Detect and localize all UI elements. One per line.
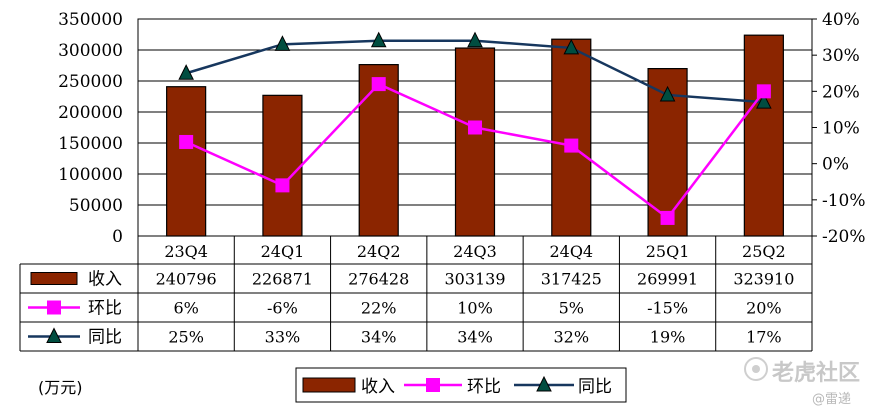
legend-key-qoq-marker bbox=[426, 378, 440, 392]
category-label: 25Q1 bbox=[646, 242, 690, 261]
legend-key-yoy-marker bbox=[536, 375, 552, 392]
y-right-tick-label: -20% bbox=[822, 227, 866, 247]
yoy-point-23Q4 bbox=[178, 64, 194, 80]
unit-label: (万元) bbox=[38, 378, 83, 397]
table-row-header: 环比 bbox=[88, 299, 122, 319]
category-label: 24Q2 bbox=[357, 242, 401, 261]
table-cell: 303139 bbox=[444, 270, 505, 289]
table-cell: 317425 bbox=[541, 270, 602, 289]
table-row-header: 同比 bbox=[88, 328, 122, 348]
table-cell: 240796 bbox=[156, 270, 217, 289]
y-left-tick-label: 0 bbox=[112, 227, 123, 247]
y-left-tick-label: 100000 bbox=[58, 165, 123, 185]
y-left-tick-label: 350000 bbox=[58, 10, 123, 30]
qoq-point-25Q2 bbox=[756, 84, 771, 99]
watermark-logo-dot bbox=[752, 365, 760, 373]
watermark-logo-icon bbox=[744, 357, 768, 381]
legend-key-revenue bbox=[302, 377, 356, 393]
table-cell: 17% bbox=[746, 328, 782, 347]
table-cell: 20% bbox=[746, 299, 782, 318]
qoq-point-24Q1 bbox=[275, 178, 290, 193]
table-key-marker-2 bbox=[46, 327, 62, 343]
category-label: 24Q3 bbox=[453, 242, 497, 261]
legend-label-qoq: 环比 bbox=[467, 377, 501, 397]
qoq-point-24Q2 bbox=[371, 77, 386, 92]
table-cell: 33% bbox=[265, 328, 301, 347]
table-cell: 32% bbox=[554, 328, 590, 347]
bar-24Q1 bbox=[262, 94, 303, 237]
yoy-point-24Q4 bbox=[563, 38, 580, 55]
table-cell: 34% bbox=[457, 328, 493, 347]
y-right-tick-label: -10% bbox=[822, 191, 866, 211]
y-left-tick-label: 300000 bbox=[58, 41, 123, 61]
watermark-sub: @雷递 bbox=[812, 392, 852, 407]
bar-25Q2 bbox=[743, 34, 784, 237]
table-row-header: 收入 bbox=[88, 270, 122, 290]
yoy-point-24Q3 bbox=[467, 31, 483, 48]
qoq-point-25Q1 bbox=[660, 210, 675, 225]
table-key-marker-1 bbox=[47, 300, 61, 315]
legend-label-revenue: 收入 bbox=[361, 377, 395, 397]
category-label: 23Q4 bbox=[164, 242, 208, 261]
table-cell: 276428 bbox=[348, 270, 409, 289]
category-label: 24Q4 bbox=[549, 242, 593, 261]
bar-24Q3 bbox=[454, 47, 496, 237]
category-label: 24Q1 bbox=[261, 242, 305, 261]
y-left-tick-label: 50000 bbox=[69, 196, 123, 216]
y-right-tick-label: 20% bbox=[822, 82, 860, 102]
yoy-point-25Q1 bbox=[659, 85, 676, 102]
yoy-point-24Q2 bbox=[370, 31, 387, 48]
table-cell: 34% bbox=[361, 328, 397, 347]
watermark-text: 老虎社区 bbox=[772, 361, 861, 386]
table-cell: 269991 bbox=[637, 270, 698, 289]
table-cell: 10% bbox=[457, 299, 493, 318]
qoq-point-24Q3 bbox=[468, 120, 482, 135]
y-left-tick-label: 200000 bbox=[58, 103, 123, 123]
y-left-tick-label: 250000 bbox=[58, 72, 123, 92]
legend-label-yoy: 同比 bbox=[578, 377, 612, 397]
table-cell: 22% bbox=[361, 299, 397, 318]
qoq-point-23Q4 bbox=[179, 134, 194, 149]
table-cell: -6% bbox=[267, 299, 298, 318]
table-cell: 226871 bbox=[252, 270, 313, 289]
y-right-tick-label: 30% bbox=[822, 46, 860, 66]
table-cell: 5% bbox=[559, 299, 584, 318]
y-right-tick-label: 40% bbox=[822, 10, 860, 30]
y-right-tick-label: 0% bbox=[822, 155, 849, 175]
yoy-point-25Q2 bbox=[756, 93, 772, 109]
y-left-tick-label: 150000 bbox=[58, 134, 123, 154]
table-cell: 25% bbox=[168, 328, 204, 347]
table-cell: 19% bbox=[650, 328, 686, 347]
y-right-tick-label: 10% bbox=[822, 119, 860, 139]
table-cell: 323910 bbox=[733, 270, 794, 289]
table-cell: -15% bbox=[647, 299, 688, 318]
qoq-point-24Q4 bbox=[564, 138, 579, 153]
bar-24Q4 bbox=[551, 38, 592, 237]
table-key-revenue bbox=[30, 272, 78, 285]
category-label: 25Q2 bbox=[742, 242, 786, 261]
yoy-point-24Q1 bbox=[274, 35, 291, 51]
table-cell: 6% bbox=[173, 299, 198, 318]
bar-23Q4 bbox=[166, 86, 207, 237]
